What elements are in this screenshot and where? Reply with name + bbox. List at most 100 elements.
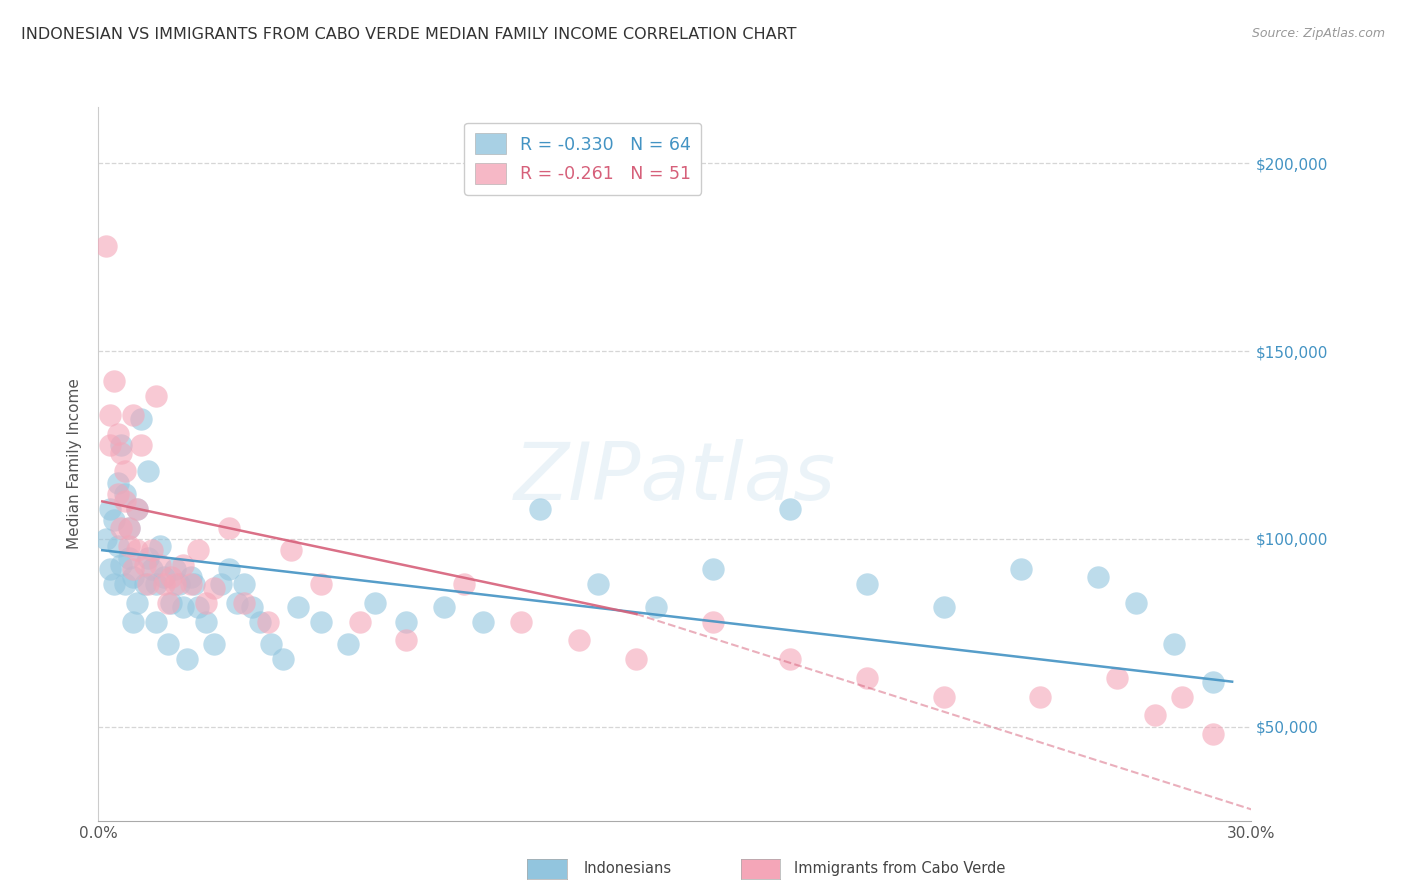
Point xyxy=(529,502,551,516)
Point xyxy=(118,521,141,535)
Point xyxy=(932,599,955,614)
Point xyxy=(233,596,256,610)
Point xyxy=(160,596,183,610)
Point xyxy=(856,671,879,685)
Point xyxy=(145,615,167,629)
Point xyxy=(1163,637,1185,651)
Legend: R = -0.330   N = 64, R = -0.261   N = 51: R = -0.330 N = 64, R = -0.261 N = 51 xyxy=(464,123,702,194)
Point xyxy=(94,532,117,546)
Point xyxy=(107,487,129,501)
Point xyxy=(138,577,160,591)
Point xyxy=(125,596,148,610)
Point xyxy=(165,577,187,591)
Point xyxy=(240,599,263,614)
Point xyxy=(249,615,271,629)
Point xyxy=(98,502,121,516)
Point xyxy=(702,615,724,629)
Point xyxy=(110,521,132,535)
Point xyxy=(107,426,129,441)
Point xyxy=(118,540,141,554)
Point xyxy=(779,652,801,666)
Text: Source: ZipAtlas.com: Source: ZipAtlas.com xyxy=(1251,27,1385,40)
Point xyxy=(1029,690,1052,704)
Point xyxy=(138,550,160,565)
Point xyxy=(176,652,198,666)
Point xyxy=(122,615,145,629)
Point xyxy=(114,577,136,591)
Point xyxy=(152,569,174,583)
Point xyxy=(702,562,724,576)
Point xyxy=(1105,671,1128,685)
Point xyxy=(471,615,494,629)
Text: Indonesians: Indonesians xyxy=(583,862,672,876)
Point xyxy=(209,577,232,591)
Point xyxy=(134,577,156,591)
Point xyxy=(395,633,418,648)
Point xyxy=(98,438,121,452)
Point xyxy=(280,543,302,558)
Point xyxy=(165,562,187,576)
Point xyxy=(125,502,148,516)
Point xyxy=(256,615,278,629)
Point xyxy=(134,558,156,573)
Point xyxy=(568,633,591,648)
Point xyxy=(586,577,609,591)
Point xyxy=(156,596,179,610)
Point xyxy=(287,599,309,614)
Text: INDONESIAN VS IMMIGRANTS FROM CABO VERDE MEDIAN FAMILY INCOME CORRELATION CHART: INDONESIAN VS IMMIGRANTS FROM CABO VERDE… xyxy=(21,27,797,42)
Point xyxy=(1202,674,1225,689)
Point xyxy=(145,389,167,403)
Point xyxy=(1144,708,1167,723)
Point xyxy=(626,652,648,666)
Point xyxy=(233,577,256,591)
Point xyxy=(364,596,387,610)
Text: Immigrants from Cabo Verde: Immigrants from Cabo Verde xyxy=(794,862,1005,876)
Point xyxy=(337,637,360,651)
Point xyxy=(195,596,218,610)
Point xyxy=(103,513,125,527)
Point xyxy=(156,637,179,651)
Y-axis label: Median Family Income: Median Family Income xyxy=(67,378,83,549)
Point xyxy=(218,562,240,576)
Point xyxy=(122,408,145,422)
Point xyxy=(114,487,136,501)
Point xyxy=(1010,562,1032,576)
Point xyxy=(202,637,225,651)
Point xyxy=(172,599,194,614)
Point xyxy=(260,637,283,651)
Point xyxy=(114,494,136,508)
Point xyxy=(202,581,225,595)
Point xyxy=(1125,596,1147,610)
Point xyxy=(644,599,666,614)
Point xyxy=(932,690,955,704)
Point xyxy=(129,411,152,425)
Point xyxy=(187,543,209,558)
Point xyxy=(172,558,194,573)
Point xyxy=(395,615,418,629)
Point xyxy=(1087,569,1109,583)
Point xyxy=(779,502,801,516)
Point xyxy=(183,577,205,591)
Point xyxy=(103,374,125,388)
Point xyxy=(118,550,141,565)
Point xyxy=(114,464,136,478)
Point xyxy=(107,540,129,554)
Point xyxy=(218,521,240,535)
Point xyxy=(125,543,148,558)
Point xyxy=(160,569,183,583)
Point xyxy=(167,577,190,591)
Point xyxy=(453,577,475,591)
Point xyxy=(110,558,132,573)
Point xyxy=(145,577,167,591)
Point xyxy=(107,475,129,490)
Point xyxy=(149,540,172,554)
Point xyxy=(122,562,145,576)
Point xyxy=(433,599,456,614)
Point xyxy=(195,615,218,629)
Point xyxy=(180,577,202,591)
Point xyxy=(856,577,879,591)
Point xyxy=(98,562,121,576)
Point xyxy=(1202,727,1225,741)
Point xyxy=(141,562,163,576)
Point xyxy=(180,569,202,583)
